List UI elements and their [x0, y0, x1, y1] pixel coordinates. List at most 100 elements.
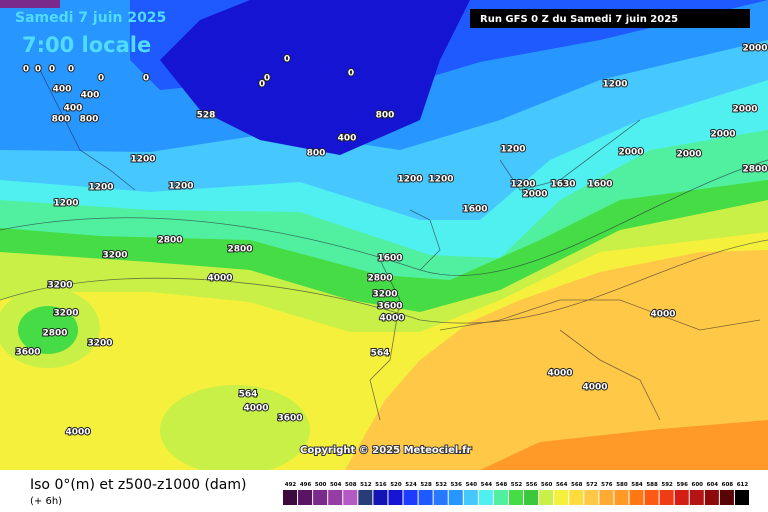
legend-label: 524	[405, 482, 417, 488]
legend-swatch	[689, 490, 704, 505]
contour-label: 1600	[462, 205, 487, 215]
contour-label: 1200	[130, 155, 155, 165]
contour-label: 800	[376, 111, 395, 121]
contour-label: 564	[371, 349, 390, 359]
legend-label: 580	[616, 482, 628, 488]
contour-label: 1200	[510, 180, 535, 190]
contour-label: 2000	[742, 44, 767, 54]
contour-label: 1600	[587, 180, 612, 190]
contour-label: 3200	[47, 281, 72, 291]
contour-label: 400	[64, 104, 83, 114]
legend-swatch	[403, 490, 418, 505]
legend-swatch	[614, 490, 629, 505]
contour-label: 2800	[742, 165, 767, 175]
contour-label: 4000	[65, 428, 90, 438]
footer-title: Iso 0°(m) et z500-z1000 (dam)	[30, 477, 247, 493]
legend-label: 592	[661, 482, 673, 488]
contour-label: 1200	[168, 182, 193, 192]
legend-swatch	[433, 490, 448, 505]
run-info: Run GFS 0 Z du Samedi 7 juin 2025	[480, 14, 678, 25]
legend-swatch	[478, 490, 493, 505]
legend-swatch	[463, 490, 478, 505]
legend-swatch	[599, 490, 614, 505]
legend-swatch	[328, 490, 343, 505]
legend-swatch	[298, 490, 313, 505]
legend-swatch	[343, 490, 358, 505]
legend-swatch	[493, 490, 508, 505]
legend-swatch	[644, 490, 659, 505]
date: Samedi 7 juin 2025	[15, 10, 166, 26]
run-box	[470, 9, 750, 28]
contour-label: 4000	[582, 383, 607, 393]
legend-label: 516	[375, 482, 387, 488]
contour-label: 3600	[277, 414, 302, 424]
contour-label: 3600	[15, 348, 40, 358]
legend-swatch	[524, 490, 539, 505]
contour-label: 800	[80, 115, 99, 125]
legend-label: 568	[571, 482, 583, 488]
contour-label: 0	[143, 74, 149, 84]
legend-swatch	[734, 490, 749, 505]
legend-label: 588	[646, 482, 658, 488]
contour-label: 2000	[618, 148, 643, 158]
contour-label: 2800	[157, 236, 182, 246]
legend-label: 508	[345, 482, 357, 488]
contour-label: 400	[81, 91, 100, 101]
legend-swatch	[418, 490, 433, 505]
contour-label: 1200	[602, 80, 627, 90]
contour-label: 528	[197, 111, 216, 121]
contour-label: 4000	[650, 310, 675, 320]
contour-label: 1200	[88, 183, 113, 193]
contour-label: 3200	[372, 290, 397, 300]
contour-label: 3600	[377, 302, 402, 312]
legend-label: 504	[330, 482, 342, 488]
legend-swatch	[629, 490, 644, 505]
contour-label: 1630	[550, 180, 575, 190]
contour-label: 0	[49, 65, 55, 75]
legend-swatch	[659, 490, 674, 505]
legend-label: 544	[481, 482, 493, 488]
contour-label: 0	[259, 80, 265, 90]
legend-label: 560	[541, 482, 553, 488]
contour-label: 1200	[397, 175, 422, 185]
contour-label: 0	[284, 55, 290, 65]
contour-label: 800	[307, 149, 326, 159]
legend-label: 604	[707, 482, 719, 488]
legend-swatch	[283, 490, 298, 505]
legend-swatch	[358, 490, 373, 505]
legend-label: 572	[586, 482, 598, 488]
legend-swatch	[539, 490, 554, 505]
contour-label: 4000	[207, 274, 232, 284]
legend-swatch	[508, 490, 524, 505]
contour-label: 2000	[522, 190, 547, 200]
legend-label: 612	[737, 482, 749, 488]
contour-label: 564	[239, 390, 258, 400]
legend-swatch	[373, 490, 388, 505]
contour-label: 2000	[676, 150, 701, 160]
contour-label: 1200	[500, 145, 525, 155]
contour-label: 400	[338, 134, 357, 144]
contour-label: 3200	[102, 251, 127, 261]
legend-label: 596	[676, 482, 688, 488]
contour-label: 1600	[377, 254, 402, 264]
footer-step: (+ 6h)	[30, 496, 62, 507]
legend-label: 548	[496, 482, 508, 488]
legend-label: 608	[722, 482, 734, 488]
legend-label: 492	[285, 482, 297, 488]
legend-label: 584	[631, 482, 643, 488]
legend-label: 532	[435, 482, 447, 488]
contour-label: 0	[23, 65, 29, 75]
legend-swatch	[704, 490, 719, 505]
legend-swatch	[569, 490, 584, 505]
contour-label: 4000	[547, 369, 572, 379]
legend-label: 496	[300, 482, 312, 488]
legend-label: 540	[466, 482, 478, 488]
time: 7:00 locale	[22, 33, 151, 57]
contour-label: 2000	[710, 130, 735, 140]
legend-label: 556	[526, 482, 538, 488]
map-background	[0, 0, 768, 475]
contour-label: 4000	[243, 404, 268, 414]
contour-label: 0	[35, 65, 41, 75]
